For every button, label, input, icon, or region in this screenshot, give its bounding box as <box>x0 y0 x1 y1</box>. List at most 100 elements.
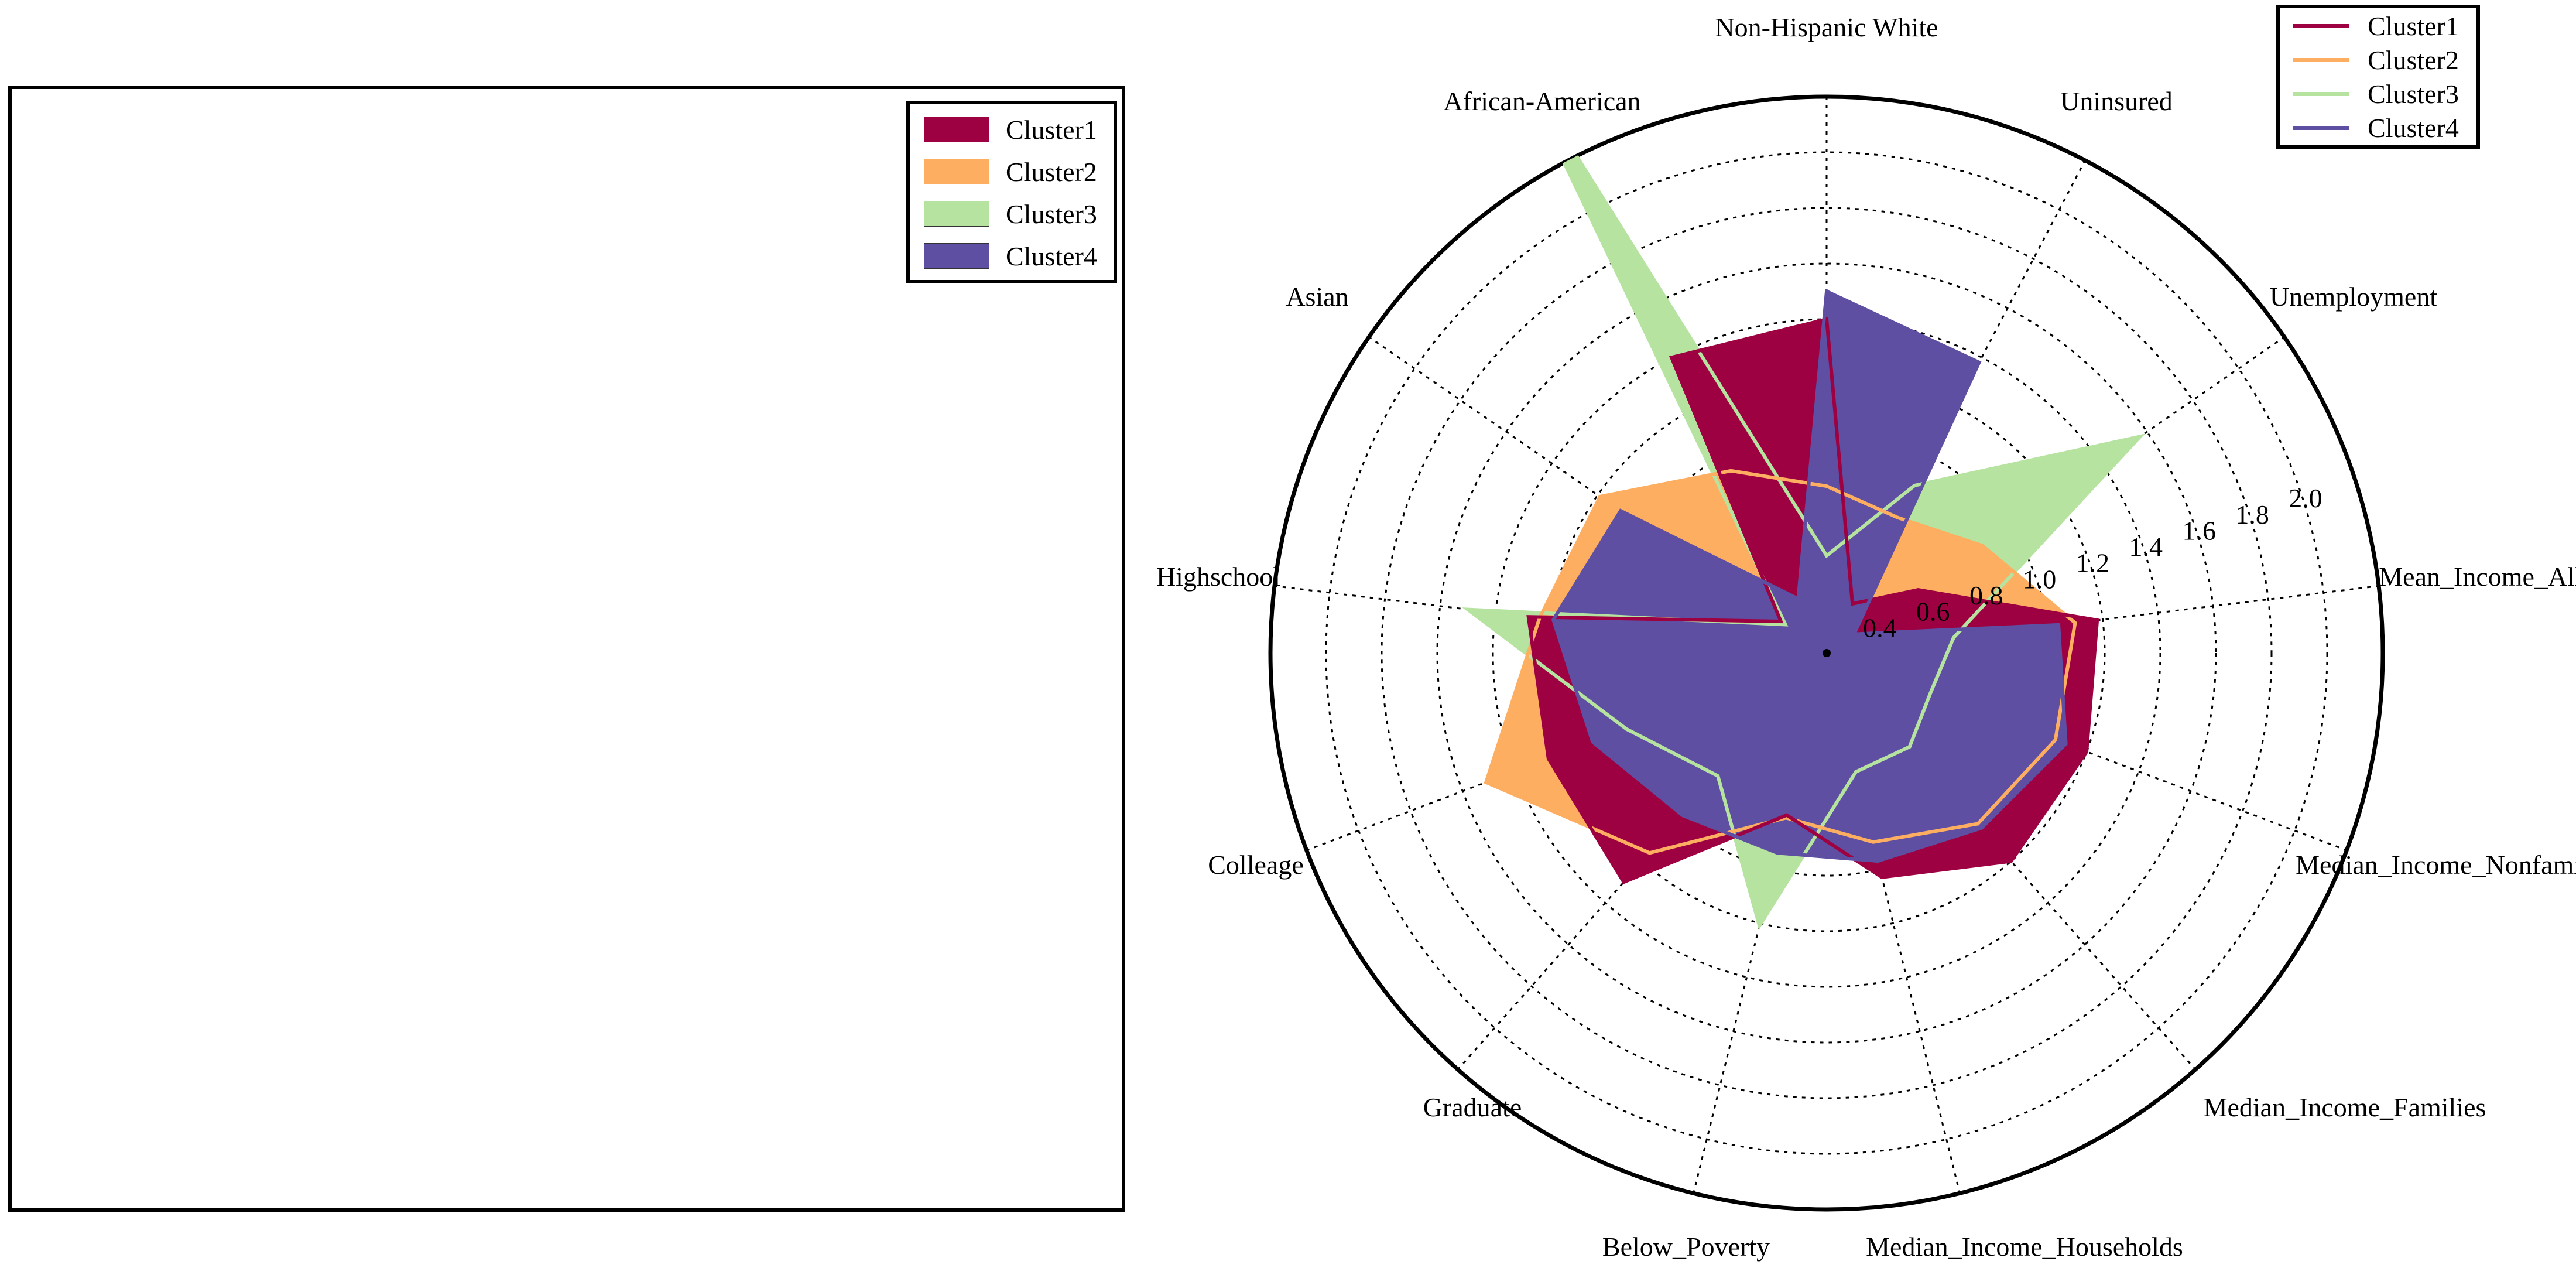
radar-point <box>1917 589 1920 592</box>
radar-point <box>1622 881 1625 884</box>
map-legend-item-cluster1: Cluster1 <box>910 110 1097 149</box>
legend-label: Cluster4 <box>1006 241 1097 271</box>
radar-point <box>2010 860 2012 863</box>
radar-point <box>1681 814 1684 817</box>
radar-tick-label: 1.8 <box>2235 500 2269 529</box>
legend-label: Cluster4 <box>2368 112 2459 143</box>
radar-axis-label: Highschool <box>1156 562 1280 592</box>
radar-axis-label: Non-Hispanic White <box>1715 12 1938 42</box>
radar-point <box>2057 623 2060 626</box>
radar-point <box>1467 608 1469 611</box>
legend-label: Cluster1 <box>2368 11 2459 41</box>
radar-tick-label: 0.6 <box>1916 597 1950 627</box>
radar-point <box>1670 356 1673 359</box>
radar-legend-item-cluster1: Cluster1 <box>2280 8 2459 43</box>
radar-point <box>1785 814 1788 816</box>
radar-grid-ring <box>1436 262 2217 1044</box>
radar-line-cluster1 <box>1526 317 2099 884</box>
radar-point <box>2085 750 2088 753</box>
radar-point <box>1485 781 1488 784</box>
radar-axis-label: Uninsured <box>2060 86 2173 116</box>
legend-swatch <box>924 201 989 227</box>
radar-axis-label: Below_Poverty <box>1602 1232 1770 1262</box>
legend-line <box>2293 23 2349 28</box>
radar-tick-label: 1.0 <box>2023 564 2057 594</box>
radar-point <box>1784 623 1787 626</box>
radar-point <box>1648 852 1651 855</box>
radar-point <box>1872 840 1875 843</box>
radar-tick-label: 0.8 <box>1969 580 2003 610</box>
legend-label: Cluster3 <box>2368 78 2459 109</box>
radar-legend-item-cluster4: Cluster4 <box>2280 110 2459 145</box>
radar-outer-frame <box>1268 94 2385 1212</box>
legend-label: Cluster1 <box>1006 114 1097 145</box>
radar-axis-label: Unemployment <box>2270 282 2437 312</box>
map-legend: Cluster1 Cluster2 Cluster3 Cluster4 <box>906 101 1117 283</box>
radar-series <box>1462 49 2146 931</box>
legend-swatch <box>924 117 989 142</box>
radar-point <box>1851 602 1854 605</box>
radar-point <box>1952 636 1955 639</box>
radar-line-cluster4 <box>1551 288 2068 863</box>
radar-point <box>1876 860 1879 863</box>
radar-point <box>1929 691 1932 694</box>
radar-point <box>1758 924 1761 927</box>
legend-label: Cluster2 <box>1006 156 1097 187</box>
radar-point <box>1908 746 1911 748</box>
radar-tick-label: 2.0 <box>2289 483 2322 513</box>
radar-point <box>1913 484 1916 487</box>
radar-point <box>1776 852 1779 855</box>
radar-point <box>1509 49 1511 51</box>
map-legend-item-cluster2: Cluster2 <box>910 152 1097 191</box>
radar-point <box>1552 618 1555 621</box>
radar-axis-label: Median_Income_Nonfamily <box>2296 850 2576 880</box>
radar-axis-label: Median_Income_Families <box>2204 1092 2486 1122</box>
radar-axis-labels: Non-Hispanic White Uninsured Unemployment M… <box>1156 12 2576 1262</box>
radar-legend-item-cluster2: Cluster2 <box>2280 42 2459 77</box>
radar-tick-label: 1.2 <box>2076 548 2110 578</box>
radar-point <box>1978 361 1981 364</box>
radar-point <box>1880 876 1883 879</box>
radar-tick-label: 1.4 <box>2129 532 2163 562</box>
radar-point <box>1825 485 1828 487</box>
legend-line <box>2293 57 2349 62</box>
radar-area-cluster4 <box>1553 291 2066 862</box>
radar-axis-label: African-American <box>1443 86 1640 116</box>
radar-point <box>1797 597 1800 600</box>
radar-point <box>1981 544 1984 547</box>
radar-point <box>1619 510 1622 512</box>
legend-swatch <box>924 243 989 269</box>
map-legend-item-cluster4: Cluster4 <box>910 237 1097 275</box>
radar-point <box>1599 495 1601 498</box>
radar-point <box>2096 618 2099 621</box>
radar-point <box>2064 743 2067 745</box>
radar-point <box>1717 774 1719 777</box>
radar-point <box>1980 826 1983 829</box>
radar-point <box>1852 633 1855 635</box>
radar-line-cluster2 <box>1484 469 2077 855</box>
radar-point <box>1591 740 1594 743</box>
legend-line <box>2293 125 2349 130</box>
radar-axis-label: Median_Income_Households <box>1866 1232 2183 1262</box>
radar-point <box>1547 757 1550 760</box>
radar-axis-label: Asian <box>1286 282 1348 312</box>
radar-tick-labels: 0.4 0.6 0.8 1.0 1.2 1.4 1.6 1.8 2.0 <box>1863 483 2322 642</box>
radar-point <box>2074 621 2077 624</box>
radar-point <box>1976 822 1979 825</box>
radar-axis-label: Graduate <box>1423 1092 1522 1122</box>
radar-point <box>2054 739 2057 741</box>
radar-tick-label: 0.4 <box>1863 613 1897 642</box>
radar-point <box>1896 516 1899 519</box>
radar-axis-label: Mean_Income_All <box>2379 562 2576 592</box>
radar-point <box>1825 554 1828 557</box>
legend-label: Cluster2 <box>2368 45 2459 75</box>
radar-chart: Non-Hispanic White Uninsured Unemployment M… <box>1156 12 2576 1262</box>
radar-point <box>1729 469 1732 472</box>
radar-axis-label: Colleage <box>1208 850 1304 880</box>
radar-point <box>1625 727 1628 730</box>
radar-grid-ring <box>1325 151 2328 1155</box>
radar-point <box>1527 616 1530 618</box>
radar-center <box>1823 649 1831 657</box>
legend-label: Cluster3 <box>1006 199 1097 229</box>
radar-legend: Cluster1 Cluster2 Cluster3 Cluster4 <box>2276 5 2480 149</box>
